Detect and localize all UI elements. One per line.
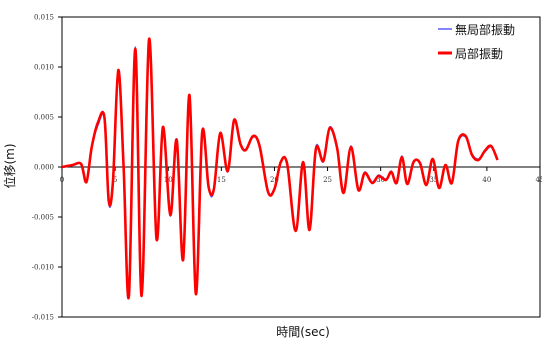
legend: 無局部振動 局部振動 [438, 22, 515, 61]
y-axis-title: 位移(m) [2, 143, 17, 188]
y-tick-label: -0.005 [32, 214, 54, 222]
y-tick-label: 0.000 [34, 164, 54, 172]
y-tick-label: 0.010 [34, 64, 54, 72]
x-tick-label: 5 [113, 176, 117, 184]
y-tick-label: -0.015 [32, 314, 54, 322]
x-tick-label: 15 [217, 176, 226, 184]
y-tick-label: 0.015 [34, 14, 54, 22]
x-tick-label: 35 [429, 176, 438, 184]
x-tick-label: 25 [323, 176, 332, 184]
y-tick-label: 0.005 [34, 114, 54, 122]
series-layer [61, 37, 499, 300]
x-tick-label: 20 [270, 176, 279, 184]
x-tick-label: 45 [536, 176, 542, 184]
series-line-local-vibration [61, 37, 499, 300]
x-axis-title: 時間(sec) [276, 325, 330, 339]
x-tick-label: 0 [60, 176, 64, 184]
legend-label-local-vibration: 局部振動 [455, 46, 503, 61]
y-tick-label: -0.010 [32, 264, 54, 272]
y-axis-ticks: 0.015 0.010 0.005 0.000 -0.005 -0.010 -0.015 [32, 14, 62, 322]
x-tick-label: 40 [482, 176, 491, 184]
x-tick-label: 30 [376, 176, 385, 184]
legend-label-no-local-vibration: 無局部振動 [455, 22, 515, 37]
